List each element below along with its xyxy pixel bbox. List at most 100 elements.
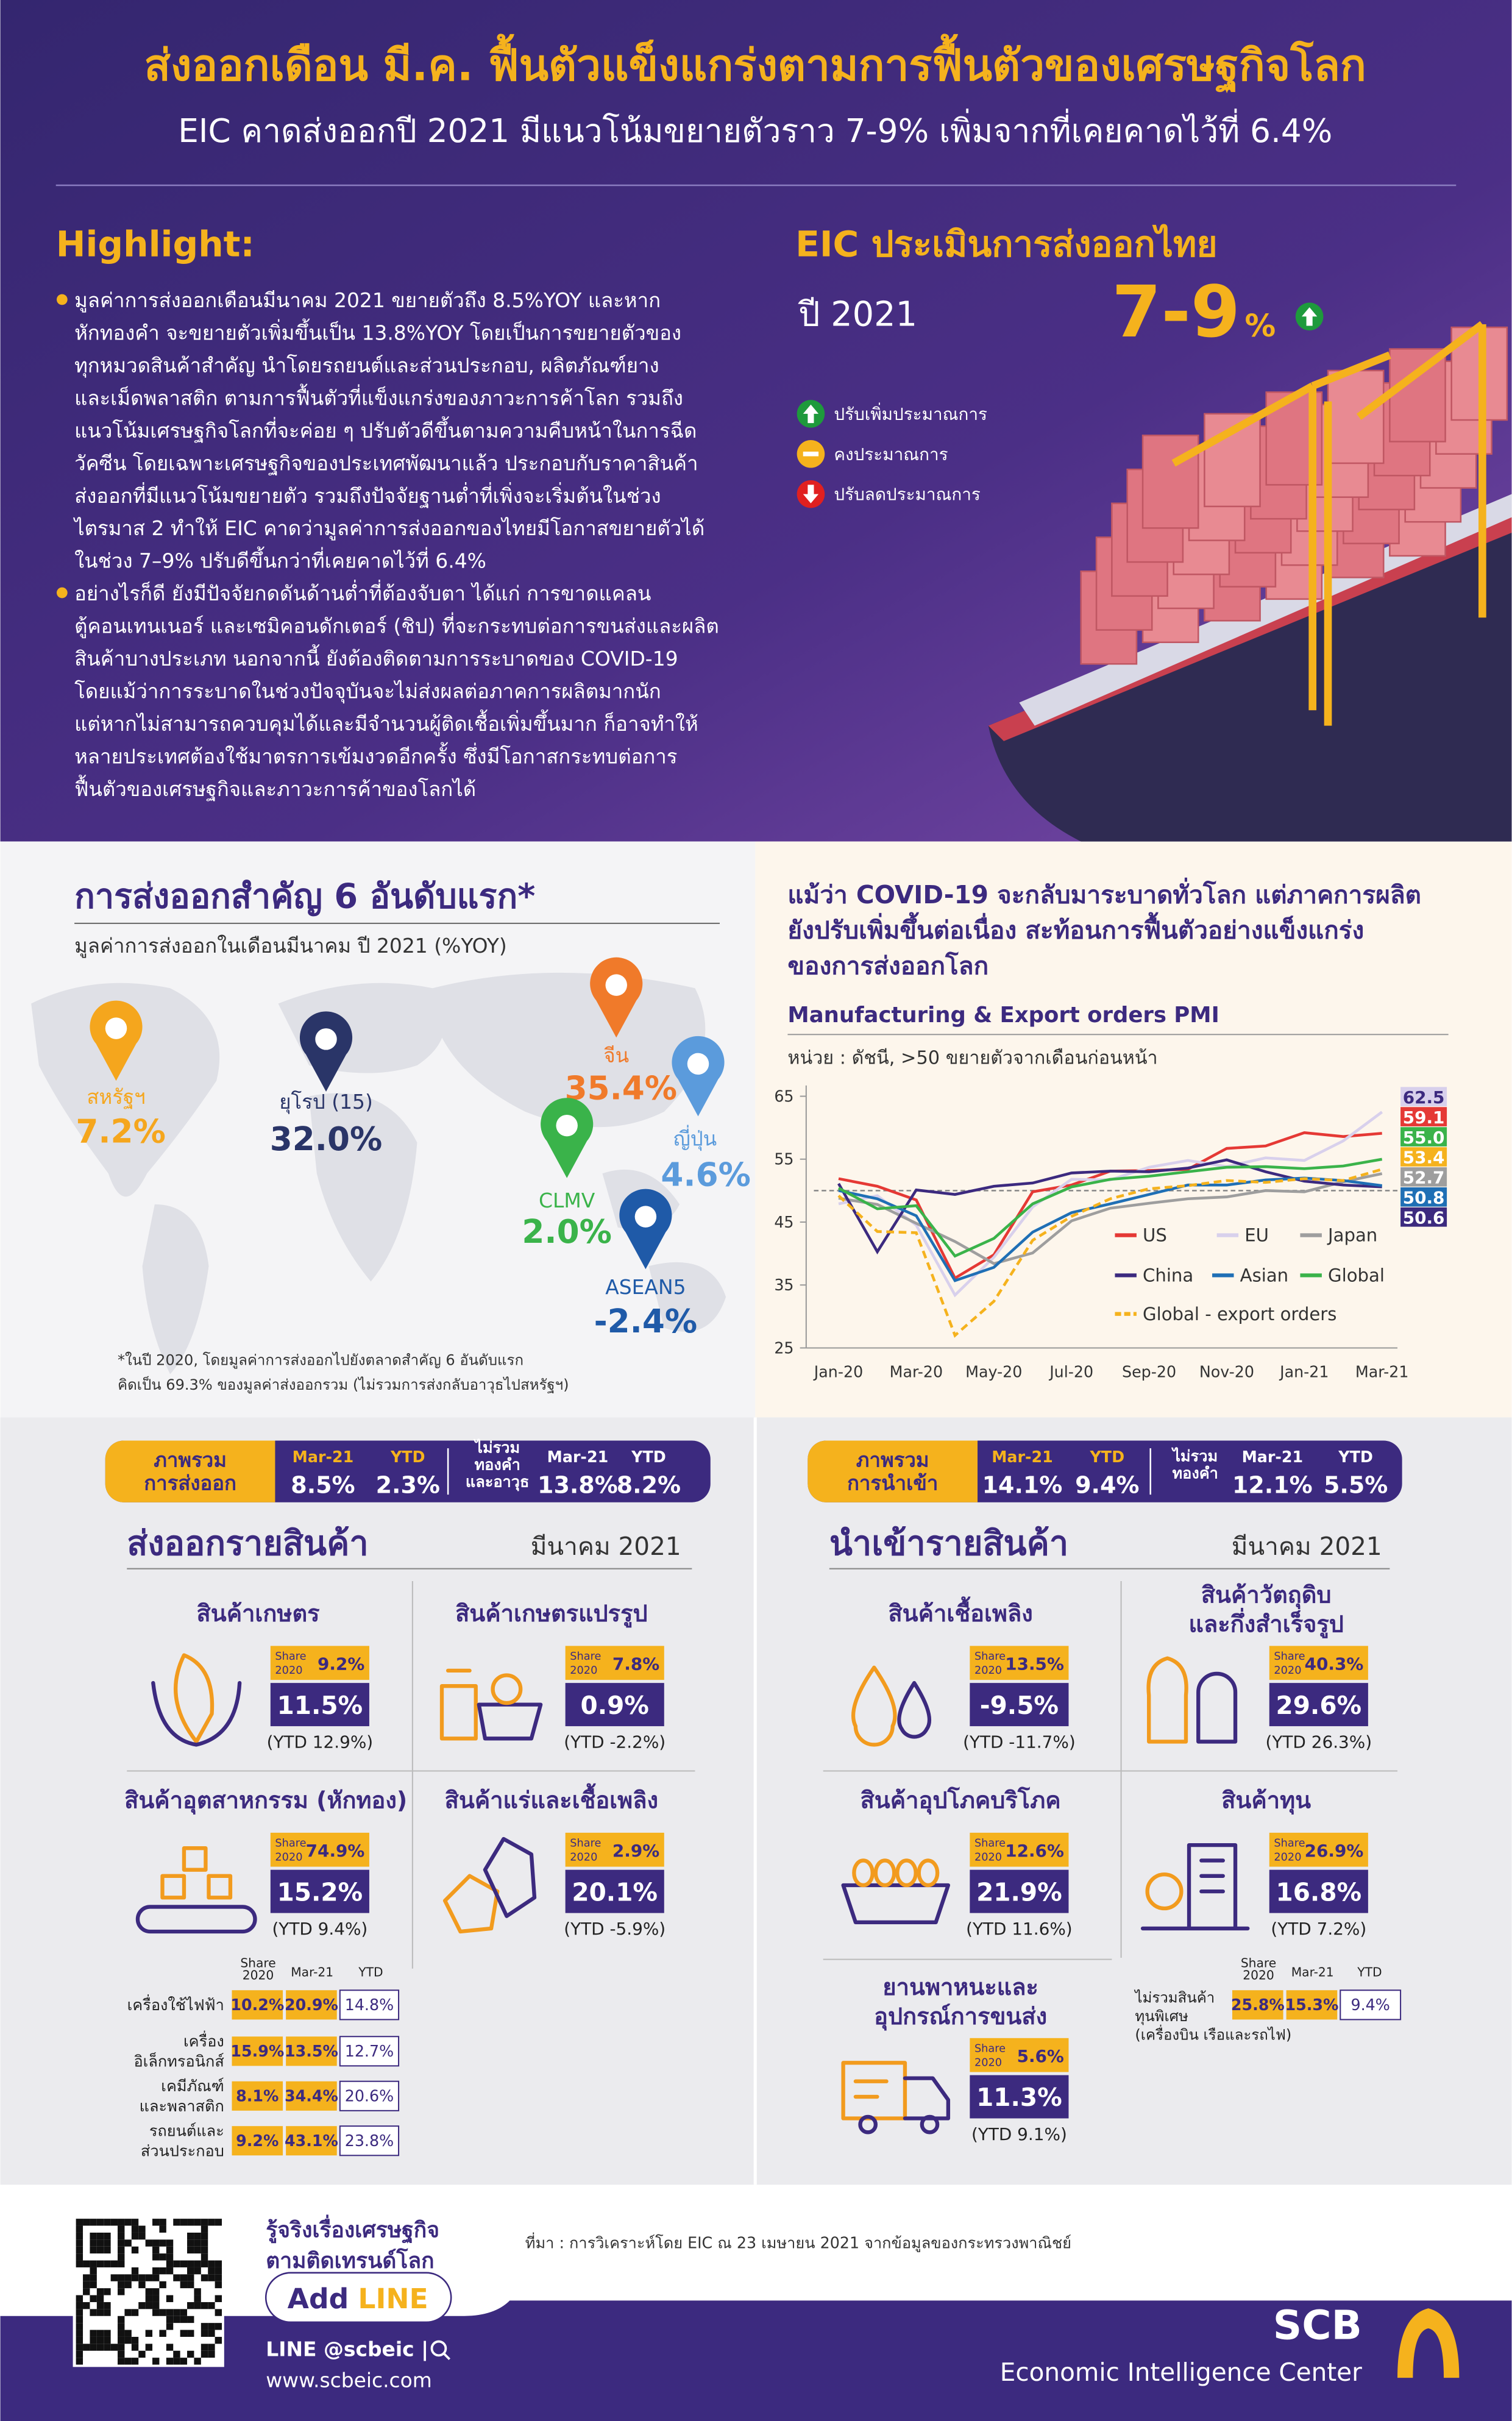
footer-band [0, 2300, 1512, 2421]
qr-module [76, 2350, 83, 2358]
icon-stroke [897, 1680, 932, 1739]
qr-module [118, 2323, 125, 2330]
table-row-name: (เครื่องบิน เรือและรถไฟ) [1135, 2024, 1291, 2043]
qr-module [131, 2246, 139, 2254]
bullet-text: มูลค่าการส่งออกเดือนมีนาคม 2021 ขยายตัวถ… [74, 288, 661, 313]
qr-module [118, 2246, 125, 2254]
qr-module [194, 2219, 201, 2226]
bullet-text: อย่างไรก็ดี ยังมีปัจจัยกดดันด้านต่ำที่ต้… [74, 580, 651, 605]
table-value: 20.9% [285, 1996, 338, 2014]
share-box [1269, 1646, 1368, 1680]
container [1327, 369, 1385, 464]
qr-module [118, 2350, 125, 2358]
tagline: ตามติดเทรนด์โลก [266, 2247, 434, 2273]
qr-module [152, 2239, 160, 2247]
qr-module [194, 2260, 201, 2267]
end-label: 53.4 [1403, 1148, 1445, 1168]
market-value: 7.2% [76, 1113, 166, 1151]
bullet-text: หลายประเทศต้องใช้มาตรการเข้มงวดอีกครั้ง … [74, 742, 677, 768]
x-tick-label: Nov-20 [1199, 1363, 1254, 1381]
qr-module [194, 2239, 201, 2247]
qr-module [90, 2344, 97, 2351]
qr-module [187, 2330, 194, 2337]
qr-module [90, 2281, 97, 2289]
market-value: 35.4% [565, 1070, 678, 1107]
qr-module [83, 2274, 90, 2281]
bullet-text: ส่งออกที่มีแนวโน้มขยายตัว รวมถึงปัจจัยฐา… [74, 482, 661, 508]
qr-module [104, 2219, 111, 2226]
status-legend: ปรับเพิ่มประมาณการ [834, 402, 987, 424]
summary-excl-label: ทองคำ [1172, 1464, 1218, 1482]
market-name: ASEAN5 [605, 1275, 686, 1299]
qr-module [208, 2260, 215, 2267]
table-value: 12.7% [345, 2042, 394, 2060]
product-name: สินค้าแร่และเชื้อเพลิง [445, 1783, 658, 1813]
qr-module [208, 2330, 215, 2337]
qr-module [187, 2232, 194, 2240]
qr-module [194, 2302, 201, 2309]
qr-module [138, 2302, 146, 2309]
legend-label: China [1143, 1265, 1193, 1286]
summary-value: 14.1% [982, 1472, 1063, 1499]
qr-module [145, 2239, 153, 2247]
product-icon [851, 1665, 932, 1747]
qr-module [187, 2302, 194, 2309]
qr-module [76, 2358, 83, 2365]
qr-module [166, 2267, 174, 2275]
x-tick-label: May-20 [965, 1363, 1022, 1381]
qr-module [96, 2239, 104, 2247]
value-box [970, 2075, 1069, 2119]
qr-module [118, 2260, 125, 2267]
value-box [565, 1683, 664, 1727]
qr-module [118, 2336, 125, 2344]
qr-module [96, 2344, 104, 2351]
value-box [270, 1683, 369, 1727]
product-icon [135, 1846, 257, 1934]
qr-module [104, 2309, 111, 2316]
bullet-text: วัคซีน โดยเฉพาะเศรษฐกิจของประเทศพัฒนาแล้… [74, 451, 698, 475]
qr-module [104, 2239, 111, 2247]
market-name: ยุโรป (15) [279, 1090, 373, 1114]
product-value: 20.1% [572, 1877, 658, 1907]
qr-module [118, 2330, 125, 2337]
summary-label: การส่งออก [144, 1471, 236, 1495]
status-bar [803, 451, 819, 457]
qr-module [152, 2267, 160, 2275]
qr-module [76, 2302, 83, 2309]
chart-headline: ยังปรับเพิ่มขึ้นต่อเนื่อง สะท้อนการฟื้นต… [787, 912, 1364, 945]
summary-head: Mar-21 [547, 1448, 609, 1466]
product-name: อุปกรณ์การขนส่ง [874, 2003, 1047, 2031]
market-name: CLMV [539, 1189, 595, 1212]
qr-module [104, 2232, 111, 2240]
summary-excl-label: และอาวุธ [466, 1472, 530, 1491]
qr-module [76, 2316, 83, 2323]
qr-module [96, 2219, 104, 2226]
share-value: 5.6% [1017, 2046, 1064, 2066]
table-value: 14.8% [345, 1996, 394, 2014]
qr-module [104, 2330, 111, 2337]
table-cell [286, 2081, 337, 2111]
qr-module [159, 2281, 166, 2289]
map-pin [90, 1000, 143, 1081]
product-name: สินค้าอุตสาหกรรม (หักทอง) [124, 1786, 407, 1815]
tagline: รู้จริงเรื่องเศรษฐกิจ [266, 2214, 439, 2244]
product-name: สินค้าอุปโภคบริโภค [861, 1786, 1061, 1815]
qr-module [110, 2344, 118, 2351]
table-value: 15.3% [1285, 1996, 1339, 2014]
product-value: 29.6% [1276, 1691, 1362, 1720]
container [1204, 413, 1261, 508]
share-value: 12.6% [1005, 1841, 1064, 1861]
ship-hull [988, 509, 1512, 842]
summary-label: การนำเข้า [847, 1471, 938, 1495]
qr-module [159, 2253, 166, 2261]
share-year: 2020 [974, 1851, 1002, 1863]
highlight-heading: Highlight: [56, 224, 255, 265]
product-icon [841, 2061, 951, 2135]
table-head: Mar-21 [291, 1964, 333, 1979]
qr-module [194, 2246, 201, 2254]
qr-module [187, 2316, 194, 2323]
qr-module [159, 2225, 166, 2233]
qr-module [104, 2344, 111, 2351]
qr-module [131, 2358, 139, 2365]
qr-module [208, 2344, 215, 2351]
